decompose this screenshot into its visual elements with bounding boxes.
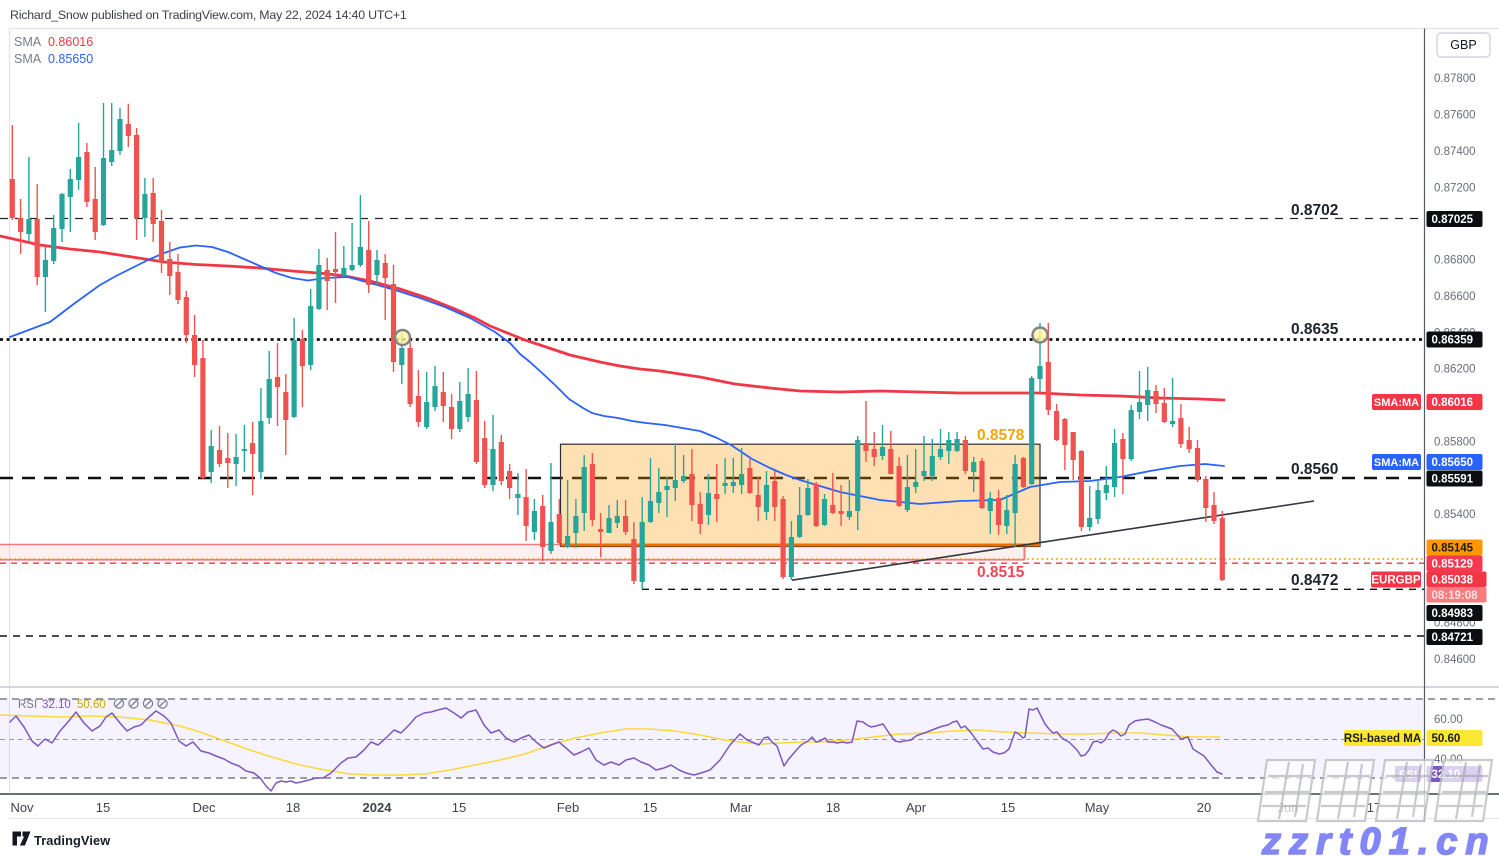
svg-text:0.84721: 0.84721 [1432,632,1474,644]
svg-text:Nov: Nov [10,800,34,815]
svg-text:15: 15 [643,800,657,815]
svg-text:0.87200: 0.87200 [1434,183,1476,195]
svg-text:08:19:08: 08:19:08 [1432,590,1479,602]
svg-text:zzrt01.cn: zzrt01.cn [1261,821,1497,857]
svg-text:50.60: 50.60 [77,699,106,711]
svg-text:May: May [1085,800,1110,815]
svg-text:0.84600: 0.84600 [1434,654,1476,666]
svg-text:0.8578: 0.8578 [977,427,1025,444]
svg-text:RSI-based MA: RSI-based MA [1344,733,1421,745]
svg-text:0.86016: 0.86016 [48,35,93,49]
svg-text:SMA: SMA [14,52,42,66]
svg-text:0.87600: 0.87600 [1434,110,1476,122]
svg-text:50.60: 50.60 [1432,733,1461,745]
svg-text:15: 15 [96,800,110,815]
svg-text:0.86800: 0.86800 [1434,255,1476,267]
svg-text:GBP: GBP [1450,38,1476,52]
svg-text:0.86359: 0.86359 [1432,335,1474,347]
svg-text:20: 20 [1197,800,1211,815]
svg-text:60.00: 60.00 [1434,714,1463,726]
svg-text:Richard_Snow published on Trad: Richard_Snow published on TradingView.co… [10,8,407,22]
svg-text:0.85400: 0.85400 [1434,509,1476,521]
svg-text:Feb: Feb [557,800,579,815]
svg-text:18: 18 [826,800,840,815]
svg-text:18: 18 [286,800,300,815]
svg-text:15: 15 [1001,800,1015,815]
svg-text:EURGBP: EURGBP [1371,575,1421,587]
svg-text:0.8635: 0.8635 [1291,321,1339,338]
svg-text:0.87025: 0.87025 [1432,214,1474,226]
svg-text:SMA:MA: SMA:MA [1374,397,1419,409]
svg-text:0.87400: 0.87400 [1434,146,1476,158]
svg-text:0.85129: 0.85129 [1432,559,1474,571]
svg-text:15: 15 [452,800,466,815]
svg-text:0.8515: 0.8515 [977,564,1025,581]
svg-text:0.8560: 0.8560 [1291,461,1338,478]
svg-text:0.85800: 0.85800 [1434,437,1476,449]
svg-text:0.85650: 0.85650 [48,52,93,66]
svg-text:0.86600: 0.86600 [1434,291,1476,303]
svg-text:2024: 2024 [363,800,393,815]
svg-text:0.84983: 0.84983 [1432,608,1474,620]
svg-text:Mar: Mar [730,800,753,815]
svg-text:Apr: Apr [906,800,927,815]
svg-text:SMA: SMA [14,35,42,49]
svg-text:0.8472: 0.8472 [1291,572,1338,589]
svg-text:0.85145: 0.85145 [1432,543,1474,555]
svg-text:Dec: Dec [192,800,216,815]
svg-text:RSI: RSI [18,699,37,711]
svg-text:TradingView: TradingView [34,833,110,848]
svg-text:0.87800: 0.87800 [1434,73,1476,85]
svg-text:0.85591: 0.85591 [1432,474,1474,486]
svg-text:0.85038: 0.85038 [1432,575,1474,587]
svg-text:0.8702: 0.8702 [1291,202,1338,219]
svg-text:0.85650: 0.85650 [1432,457,1474,469]
svg-text:0.86016: 0.86016 [1432,397,1474,409]
svg-text:32.10: 32.10 [42,699,71,711]
svg-text:SMA:MA: SMA:MA [1374,457,1419,469]
svg-text:0.86200: 0.86200 [1434,364,1476,376]
